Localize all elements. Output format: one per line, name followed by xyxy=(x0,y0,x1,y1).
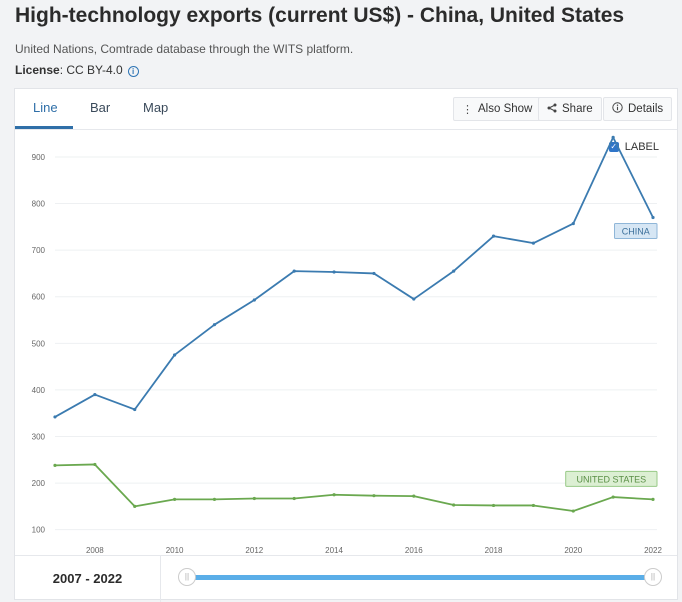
license-label: License xyxy=(15,63,60,77)
data-point xyxy=(252,298,256,302)
data-point xyxy=(212,497,217,501)
source-text: United Nations, Comtrade database throug… xyxy=(15,42,354,56)
x-tick-label: 2014 xyxy=(325,546,343,555)
series-label-box xyxy=(565,470,658,487)
range-start-handle[interactable]: || xyxy=(178,568,196,586)
share-button[interactable]: Share xyxy=(538,97,602,121)
info-circle-icon xyxy=(612,102,623,116)
data-point xyxy=(571,509,575,513)
checkbox-checked-icon[interactable]: ✓ xyxy=(608,142,619,152)
share-label: Share xyxy=(562,103,593,115)
data-point xyxy=(531,241,536,245)
data-point xyxy=(452,503,456,507)
data-point xyxy=(372,494,376,498)
data-point xyxy=(173,353,177,357)
license-line: License: CC BY-4.0 i xyxy=(15,63,139,77)
x-tick-label: 2018 xyxy=(485,546,503,555)
y-tick-label: 200 xyxy=(32,479,46,488)
label-toggle-text: LABEL xyxy=(624,141,659,153)
series-label: CHINA xyxy=(622,227,650,237)
chart-tabs: Line Bar Map ⋮ Also Show Share Details xyxy=(15,89,677,130)
data-point xyxy=(332,493,336,497)
chart-card: Line Bar Map ⋮ Also Show Share Details ✓… xyxy=(14,88,678,602)
data-point xyxy=(93,392,97,397)
y-tick-label: 900 xyxy=(32,153,46,162)
data-point xyxy=(173,497,177,501)
data-point xyxy=(53,415,57,419)
data-point xyxy=(412,494,416,498)
data-point xyxy=(651,497,655,501)
more-vertical-icon: ⋮ xyxy=(462,103,473,116)
also-show-label: Also Show xyxy=(478,103,533,115)
x-tick-label: 2010 xyxy=(166,546,184,555)
data-point xyxy=(491,503,496,508)
tab-line[interactable]: Line xyxy=(33,100,58,115)
series-label: UNITED STATES xyxy=(577,474,647,484)
y-tick-label: 500 xyxy=(32,339,46,348)
also-show-button[interactable]: ⋮ Also Show xyxy=(453,97,542,121)
data-point xyxy=(491,234,496,238)
y-tick-label: 100 xyxy=(32,526,46,535)
x-tick-label: 2016 xyxy=(405,546,423,555)
data-point xyxy=(93,462,97,467)
x-tick-label: 2012 xyxy=(245,546,263,555)
range-text: 2007 - 2022 xyxy=(15,556,161,602)
data-point xyxy=(372,271,376,276)
data-point xyxy=(571,221,575,226)
tab-map[interactable]: Map xyxy=(143,100,169,115)
y-tick-label: 800 xyxy=(32,200,46,209)
details-button[interactable]: Details xyxy=(603,97,673,121)
data-point xyxy=(531,503,536,508)
share-icon xyxy=(547,103,557,116)
range-end-handle[interactable]: || xyxy=(644,568,662,586)
tab-bar[interactable]: Bar xyxy=(90,100,111,115)
data-point xyxy=(292,269,296,273)
x-tick-label: 2020 xyxy=(564,546,582,555)
data-point xyxy=(651,215,655,220)
series-line xyxy=(54,136,654,418)
page-title: High-technology exports (current US$) - … xyxy=(15,4,625,27)
data-point xyxy=(212,323,217,327)
data-point xyxy=(611,495,615,499)
line-chart: 100 200 300 400 500 600 700 800 900 2008 2010 2012 2… xyxy=(32,135,662,555)
range-track[interactable] xyxy=(187,575,652,580)
y-tick-label: 700 xyxy=(32,246,46,255)
y-tick-label: 600 xyxy=(32,293,46,302)
info-icon[interactable]: i xyxy=(127,66,139,77)
active-tab-indicator xyxy=(15,126,73,129)
label-toggle[interactable]: ✓ LABEL xyxy=(608,141,659,153)
data-point xyxy=(133,407,137,412)
data-point xyxy=(332,270,336,274)
y-tick-label: 300 xyxy=(32,433,46,442)
data-point xyxy=(452,269,456,273)
series-label-box xyxy=(614,223,658,240)
y-tick-label: 400 xyxy=(32,386,46,395)
data-point xyxy=(292,496,296,501)
series-line xyxy=(54,463,654,512)
data-point xyxy=(611,135,615,139)
data-point xyxy=(412,297,416,301)
x-tick-label: 2022 xyxy=(644,546,662,555)
data-point xyxy=(53,463,57,467)
x-tick-label: 2008 xyxy=(86,546,104,555)
data-point xyxy=(252,496,256,501)
range-slider: 2007 - 2022 || || xyxy=(15,555,677,602)
license-value: : CC BY-4.0 xyxy=(59,63,123,77)
data-point xyxy=(133,504,137,508)
details-label: Details xyxy=(628,103,664,115)
